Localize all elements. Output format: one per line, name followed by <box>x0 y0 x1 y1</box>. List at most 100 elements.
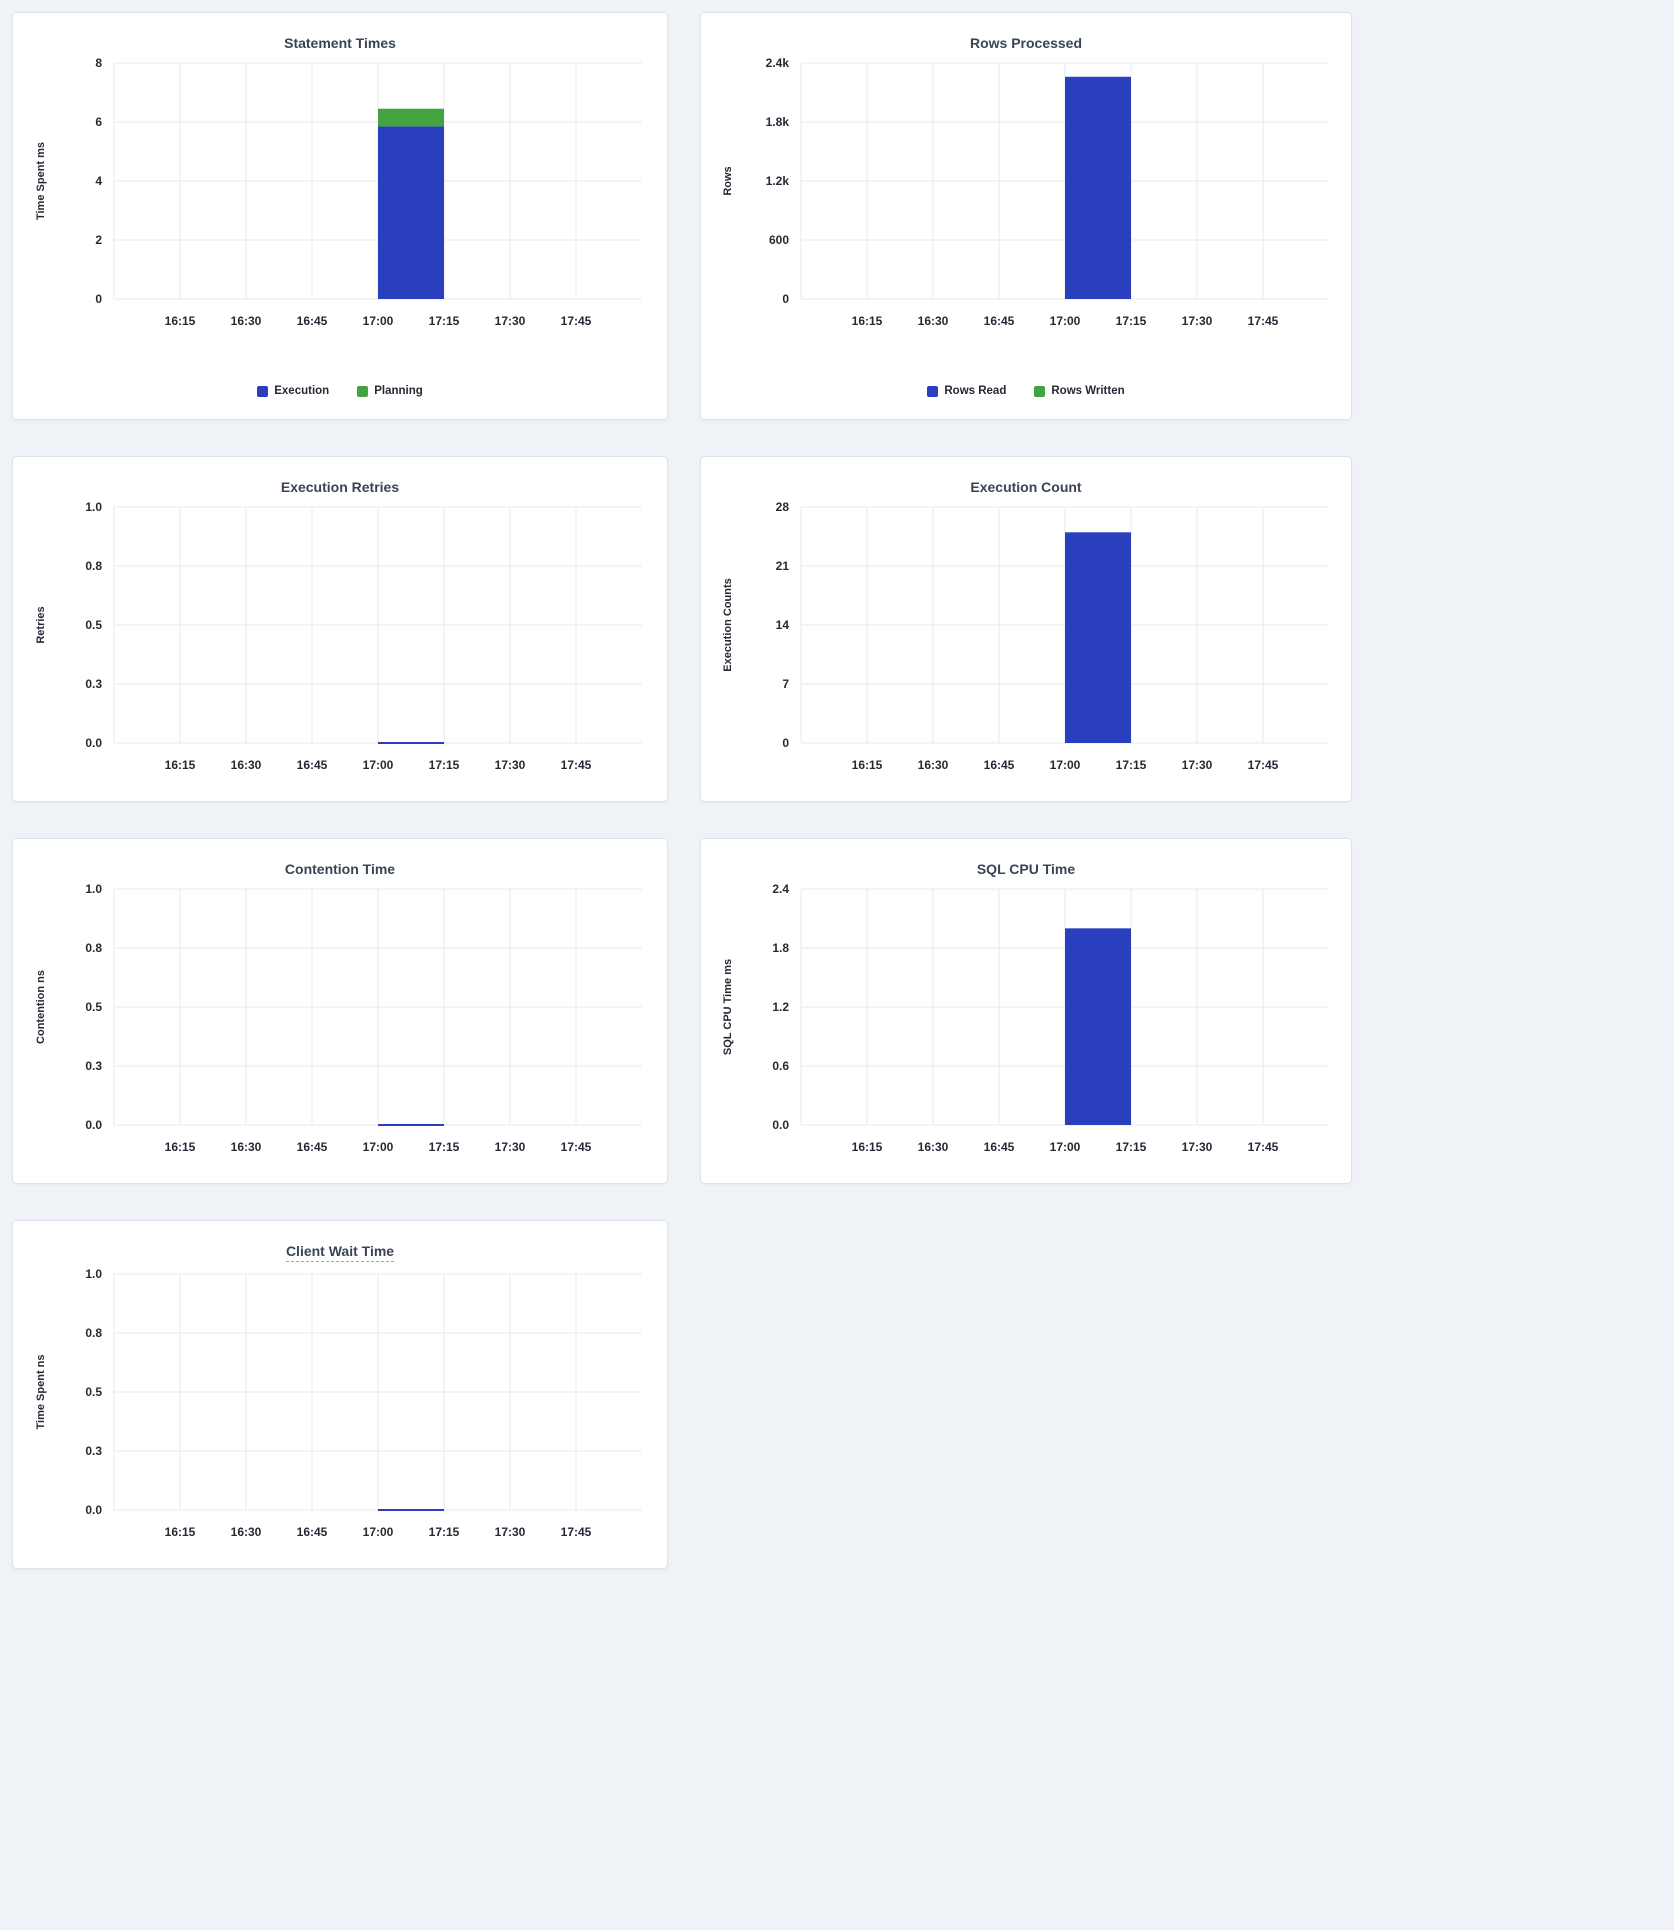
legend-item-rows-written[interactable]: Rows Written <box>1034 385 1125 397</box>
svg-text:17:15: 17:15 <box>1116 1140 1147 1154</box>
legend-swatch-rows-written <box>1034 385 1046 397</box>
svg-text:1.0: 1.0 <box>85 1267 102 1281</box>
svg-text:16:45: 16:45 <box>984 758 1015 772</box>
svg-text:17:15: 17:15 <box>1116 314 1147 328</box>
svg-text:16:30: 16:30 <box>918 758 949 772</box>
svg-text:2.4k: 2.4k <box>766 56 790 70</box>
svg-text:16:30: 16:30 <box>231 314 262 328</box>
svg-text:17:15: 17:15 <box>1116 758 1147 772</box>
chart-title-text: Execution Retries <box>280 479 400 495</box>
svg-text:0: 0 <box>782 292 789 306</box>
chart-title: Client Wait Time <box>25 1243 655 1262</box>
svg-text:1.0: 1.0 <box>85 500 102 514</box>
svg-text:17:45: 17:45 <box>1248 314 1279 328</box>
svg-text:0.6: 0.6 <box>772 1059 789 1073</box>
svg-text:14: 14 <box>776 618 790 632</box>
svg-text:17:30: 17:30 <box>495 758 526 772</box>
svg-text:SQL CPU Time ms: SQL CPU Time ms <box>722 959 734 1055</box>
chart-title-text: Execution Count <box>970 479 1082 495</box>
svg-text:0.0: 0.0 <box>772 1118 789 1132</box>
legend-swatch-execution <box>257 385 269 397</box>
svg-text:0.0: 0.0 <box>85 1118 102 1132</box>
svg-text:17:30: 17:30 <box>1182 1140 1213 1154</box>
svg-text:0.3: 0.3 <box>85 1059 102 1073</box>
svg-text:16:15: 16:15 <box>165 1140 196 1154</box>
svg-text:17:15: 17:15 <box>429 314 460 328</box>
svg-text:16:45: 16:45 <box>297 1140 328 1154</box>
svg-text:16:15: 16:15 <box>852 1140 883 1154</box>
svg-text:17:30: 17:30 <box>1182 314 1213 328</box>
chart-card-execution-count: Execution Count 0 7 14 21 28 16:15 16:30 16:45 1… <box>700 456 1352 802</box>
chart-title: Execution Count <box>713 479 1339 495</box>
svg-text:0.5: 0.5 <box>85 1000 102 1014</box>
svg-text:Retries: Retries <box>35 606 47 643</box>
chart-card-contention-time: Contention Time 0.0 0.3 0.5 0.8 1.0 16:15 16:3… <box>12 838 668 1184</box>
chart-title: Rows Processed <box>713 35 1339 51</box>
chart-title-text: Statement Times <box>284 35 396 51</box>
svg-text:17:30: 17:30 <box>495 314 526 328</box>
svg-text:0.0: 0.0 <box>85 1503 102 1517</box>
svg-text:0: 0 <box>95 292 102 306</box>
svg-text:17:00: 17:00 <box>1050 314 1081 328</box>
legend-label: Rows Written <box>1051 385 1125 397</box>
svg-text:8: 8 <box>95 56 102 70</box>
svg-text:0: 0 <box>782 736 789 750</box>
svg-text:0.8: 0.8 <box>85 941 102 955</box>
svg-text:Time Spent ms: Time Spent ms <box>35 142 47 220</box>
svg-text:0.5: 0.5 <box>85 618 102 632</box>
chart-title-text: SQL CPU Time <box>976 861 1076 877</box>
legend-item-rows-read[interactable]: Rows Read <box>927 385 1006 397</box>
chart-canvas-execution-retries[interactable]: 0.0 0.3 0.5 0.8 1.0 16:15 16:30 16:45 17:00 17:15… <box>26 497 654 783</box>
svg-text:600: 600 <box>769 233 789 247</box>
svg-text:17:30: 17:30 <box>495 1525 526 1539</box>
svg-text:17:00: 17:00 <box>363 758 394 772</box>
svg-text:16:45: 16:45 <box>297 758 328 772</box>
svg-text:Contention ns: Contention ns <box>35 970 47 1044</box>
svg-text:17:45: 17:45 <box>561 314 592 328</box>
svg-text:0.8: 0.8 <box>85 1326 102 1340</box>
svg-text:16:30: 16:30 <box>231 1525 262 1539</box>
svg-text:16:15: 16:15 <box>852 314 883 328</box>
svg-text:0.8: 0.8 <box>85 559 102 573</box>
svg-text:17:15: 17:15 <box>429 758 460 772</box>
svg-text:17:00: 17:00 <box>363 314 394 328</box>
chart-canvas-statement-times[interactable]: 0 2 4 6 8 16:15 16:30 16:45 17:00 17:15 17:30 17:45… <box>26 53 654 339</box>
legend-item-execution[interactable]: Execution <box>257 385 329 397</box>
svg-text:16:30: 16:30 <box>231 1140 262 1154</box>
chart-card-rows-processed: Rows Processed 0 600 1.2k 1.8k 2.4k 16:15 16:3… <box>700 12 1352 420</box>
svg-text:16:15: 16:15 <box>165 758 196 772</box>
chart-title-text[interactable]: Client Wait Time <box>285 1243 395 1262</box>
svg-text:17:15: 17:15 <box>429 1140 460 1154</box>
svg-text:17:00: 17:00 <box>363 1140 394 1154</box>
svg-text:16:15: 16:15 <box>165 1525 196 1539</box>
legend-label: Execution <box>274 385 330 397</box>
chart-card-execution-retries: Execution Retries 0.0 0.3 0.5 0.8 1.0 16:15 16… <box>12 456 668 802</box>
svg-text:16:30: 16:30 <box>918 314 949 328</box>
legend-item-planning[interactable]: Planning <box>357 385 423 397</box>
svg-text:2: 2 <box>95 233 102 247</box>
chart-legend: Execution Planning <box>25 383 655 399</box>
svg-text:17:45: 17:45 <box>1248 758 1279 772</box>
svg-text:17:45: 17:45 <box>561 1525 592 1539</box>
svg-text:17:30: 17:30 <box>1182 758 1213 772</box>
svg-text:6: 6 <box>95 115 102 129</box>
svg-text:16:45: 16:45 <box>297 314 328 328</box>
svg-text:16:30: 16:30 <box>918 1140 949 1154</box>
chart-title-text: Contention Time <box>284 861 396 877</box>
svg-text:21: 21 <box>776 559 790 573</box>
svg-text:Execution Counts: Execution Counts <box>722 578 734 672</box>
chart-canvas-rows-processed[interactable]: 0 600 1.2k 1.8k 2.4k 16:15 16:30 16:45 17:00 17:1… <box>713 53 1341 339</box>
svg-text:1.8k: 1.8k <box>766 115 790 129</box>
svg-text:16:15: 16:15 <box>852 758 883 772</box>
svg-text:Time Spent ns: Time Spent ns <box>35 1355 47 1430</box>
chart-canvas-sql-cpu-time[interactable]: 0.0 0.6 1.2 1.8 2.4 16:15 16:30 16:45 17:00 17:15… <box>713 879 1341 1165</box>
chart-title-text: Rows Processed <box>969 35 1083 51</box>
chart-canvas-execution-count[interactable]: 0 7 14 21 28 16:15 16:30 16:45 17:00 17:15 17:30 17… <box>713 497 1341 783</box>
svg-text:1.8: 1.8 <box>772 941 789 955</box>
svg-text:0.3: 0.3 <box>85 1444 102 1458</box>
svg-text:17:45: 17:45 <box>561 758 592 772</box>
chart-legend: Rows Read Rows Written <box>713 383 1339 399</box>
chart-title: Statement Times <box>25 35 655 51</box>
chart-canvas-contention-time[interactable]: 0.0 0.3 0.5 0.8 1.0 16:15 16:30 16:45 17:00 17:15… <box>26 879 654 1165</box>
chart-canvas-client-wait-time[interactable]: 0.0 0.3 0.5 0.8 1.0 16:15 16:30 16:45 17:00 17:15… <box>26 1264 654 1550</box>
